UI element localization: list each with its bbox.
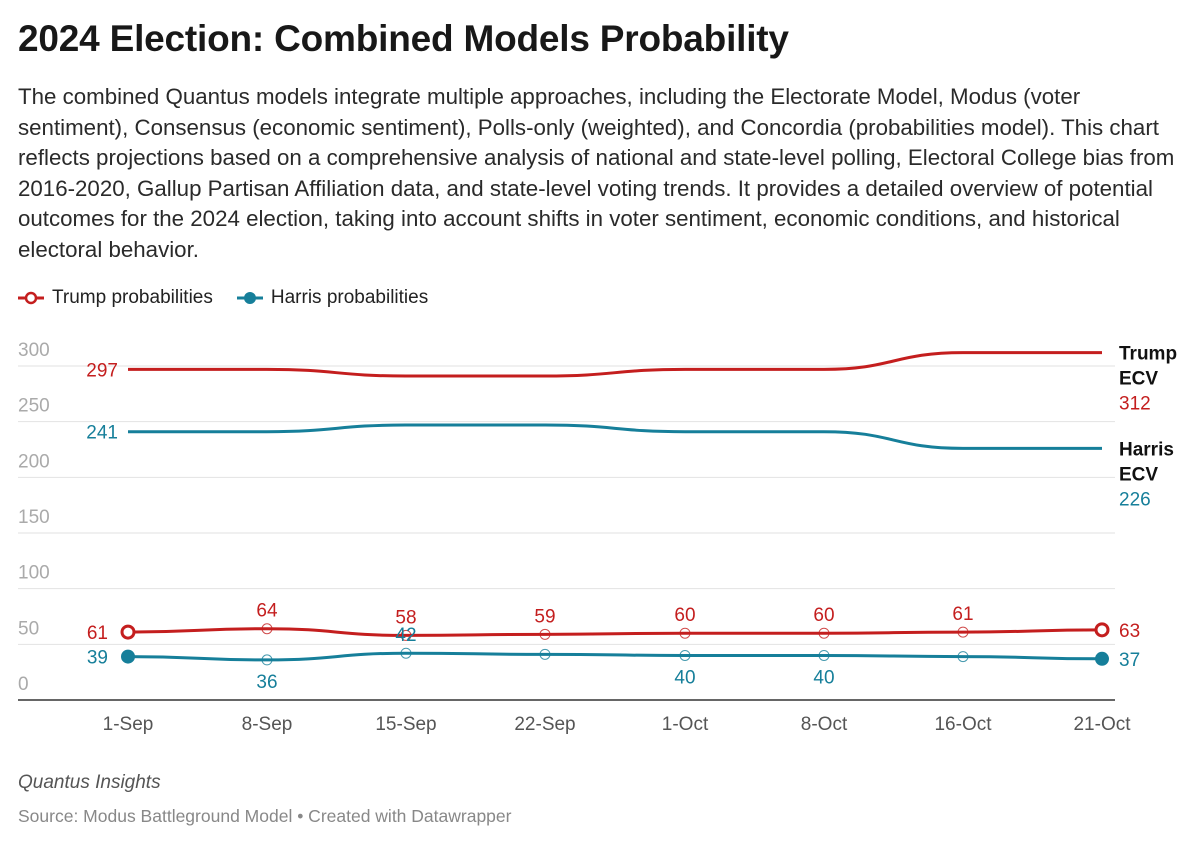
- data-label: 40: [813, 667, 834, 688]
- chart-source: Source: Modus Battleground Model • Creat…: [18, 806, 512, 826]
- data-label: 40: [674, 667, 695, 688]
- data-label: 64: [256, 601, 278, 622]
- series-line-harris: [127, 651, 1103, 662]
- chart-title: 2024 Election: Combined Models Probabili…: [18, 18, 789, 59]
- y-tick-label: 300: [18, 340, 50, 361]
- data-label: 59: [534, 606, 555, 627]
- y-tick-label: 250: [18, 396, 50, 417]
- series-line-harris-ecv: [128, 423, 1102, 450]
- x-tick-label: 21-Oct: [1073, 714, 1131, 735]
- y-tick-label: 100: [18, 563, 50, 584]
- legend-item-trump: Trump probabilities: [18, 287, 213, 309]
- series-end-label: Trump: [1119, 344, 1177, 365]
- data-label: 297: [86, 360, 118, 381]
- data-point-trump: [818, 627, 830, 639]
- series-end-label: ECV: [1119, 369, 1158, 390]
- data-label: 61: [952, 604, 973, 625]
- data-point-trump: [539, 628, 551, 640]
- data-point-trump: [679, 627, 691, 639]
- data-label: 63: [1119, 621, 1140, 642]
- data-point-trump: [1094, 622, 1110, 638]
- data-point-harris: [400, 647, 412, 659]
- legend-marker-harris: [236, 292, 263, 304]
- y-tick-label: 150: [18, 507, 50, 528]
- data-point-trump: [120, 624, 136, 640]
- data-label: 58: [395, 607, 416, 628]
- data-point-harris: [121, 649, 135, 664]
- series-line-trump-ecv: [128, 351, 1102, 378]
- data-point-harris: [818, 649, 830, 661]
- data-label: 37: [1119, 650, 1140, 671]
- data-label: 61: [87, 623, 108, 644]
- x-tick-label: 22-Sep: [514, 714, 575, 735]
- x-tick-label: 15-Sep: [375, 714, 436, 735]
- x-tick-label: 16-Oct: [934, 714, 992, 735]
- data-label: 60: [674, 605, 695, 626]
- data-label: 312: [1119, 394, 1151, 415]
- data-label: 241: [86, 423, 118, 444]
- data-label: 42: [395, 625, 416, 646]
- x-tick-label: 1-Oct: [662, 714, 709, 735]
- series-end-label: Harris: [1119, 439, 1174, 460]
- data-point-harris: [1095, 651, 1109, 666]
- chart-subtitle: The combined Quantus models integrate mu…: [18, 84, 1175, 262]
- y-tick-label: 50: [18, 618, 39, 639]
- data-point-harris: [679, 649, 691, 661]
- x-tick-label: 8-Oct: [801, 714, 848, 735]
- chart-notes: Quantus Insights: [18, 772, 161, 793]
- data-point-harris: [261, 654, 273, 666]
- series-line-trump: [127, 627, 1103, 637]
- data-label: 226: [1119, 489, 1151, 510]
- data-point-harris: [539, 648, 551, 660]
- data-point-harris: [957, 651, 969, 663]
- x-tick-label: 8-Sep: [242, 714, 293, 735]
- legend-label-trump: Trump probabilities: [52, 287, 213, 308]
- data-point-trump: [957, 626, 969, 638]
- legend: Trump probabilities Harris probabilities: [18, 287, 428, 309]
- legend-marker-trump: [18, 291, 44, 305]
- y-tick-label: 0: [18, 674, 29, 695]
- data-label: 60: [813, 605, 834, 626]
- legend-item-harris: Harris probabilities: [236, 287, 429, 309]
- data-point-trump: [261, 623, 273, 635]
- data-label: 39: [87, 648, 108, 669]
- data-label: 36: [256, 672, 277, 693]
- y-tick-label: 200: [18, 451, 50, 472]
- data-point-trump: [400, 629, 412, 641]
- series-end-label: ECV: [1119, 464, 1158, 485]
- x-tick-label: 1-Sep: [103, 714, 154, 735]
- legend-label-harris: Harris probabilities: [270, 287, 429, 308]
